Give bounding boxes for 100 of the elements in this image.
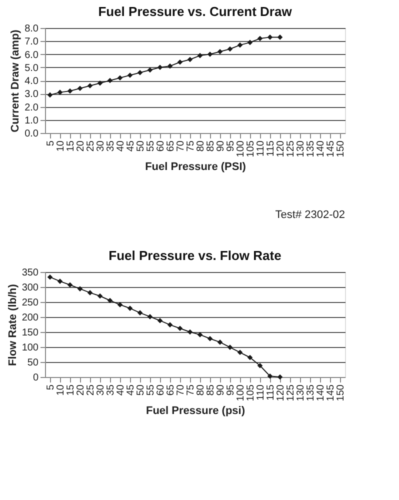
x-tick-label: 60 [156, 384, 166, 396]
x-tick-label: 100 [236, 140, 246, 158]
x-tick-label: 140 [316, 384, 326, 402]
point [227, 46, 233, 52]
x-tick-label: 130 [296, 140, 306, 158]
chart-title: Fuel Pressure vs. Current Draw [98, 4, 293, 19]
x-tick-label: 30 [96, 140, 106, 152]
y-tick-label: 6.0 [24, 50, 39, 61]
x-tick-label: 130 [296, 384, 306, 402]
x-tick-label: 120 [276, 384, 286, 402]
x-tick-label: 80 [196, 140, 206, 152]
point [167, 63, 173, 69]
point [107, 298, 113, 304]
chart-title: Fuel Pressure vs. Flow Rate [108, 248, 282, 263]
x-tick-label: 90 [216, 384, 226, 396]
point [107, 78, 113, 84]
x-tick-label: 110 [256, 384, 266, 400]
point [267, 373, 273, 379]
point [247, 354, 253, 360]
x-tick-label: 55 [146, 140, 156, 152]
x-tick-label: 95 [226, 384, 236, 396]
x-tick-label: 15 [66, 384, 76, 396]
point [97, 80, 103, 86]
x-tick-label: 80 [196, 384, 206, 396]
x-tick-label: 105 [246, 140, 256, 158]
x-tick-label: 115 [266, 384, 276, 400]
y-tick-label: 100 [22, 342, 39, 354]
y-tick-label: 250 [22, 298, 39, 308]
y-tick-label: 0.0 [24, 128, 39, 140]
x-tick-label: 75 [186, 384, 196, 396]
x-tick-label: 45 [126, 140, 136, 152]
x-tick-label: 75 [186, 140, 196, 152]
x-tick-label: 50 [136, 384, 146, 396]
y-tick-label: 3.0 [24, 89, 39, 100]
x-tick-label: 100 [236, 384, 246, 402]
point [67, 282, 73, 288]
x-tick-label: 30 [96, 384, 106, 396]
x-tick-label: 95 [226, 140, 236, 152]
point [67, 88, 73, 94]
x-tick-label: 40 [116, 140, 126, 152]
x-tick-label: 20 [76, 384, 86, 396]
point [47, 92, 53, 98]
point [157, 318, 163, 324]
y-axis-title: Flow Rate (lb/h) [6, 284, 19, 366]
point [237, 42, 243, 48]
point [117, 75, 123, 81]
x-tick-label: 120 [276, 140, 286, 158]
point [257, 36, 263, 42]
x-tick-label: 125 [286, 384, 296, 402]
point [187, 56, 193, 62]
y-tick-label: 200 [22, 312, 39, 324]
x-tick-label: 90 [216, 140, 226, 152]
x-tick-label: 35 [106, 140, 116, 152]
point [217, 48, 223, 54]
point [177, 326, 183, 332]
x-tick-label: 150 [336, 384, 346, 402]
x-tick-label: 45 [126, 384, 136, 396]
x-tick-label: 150 [336, 140, 346, 158]
point [47, 274, 53, 280]
point [247, 40, 253, 46]
point [187, 329, 193, 335]
y-tick-label: 5.0 [24, 62, 39, 74]
x-tick-label: 145 [326, 140, 336, 158]
x-tick-label: 25 [86, 384, 96, 396]
y-tick-label: 7.0 [24, 36, 39, 48]
y-axis-title: Current Draw (amp) [10, 29, 22, 132]
point [237, 350, 243, 356]
x-tick-label: 135 [306, 384, 316, 402]
point [137, 70, 143, 76]
x-tick-label: 70 [176, 140, 186, 152]
x-tick-label: 125 [286, 140, 296, 158]
point [147, 67, 153, 73]
x-tick-label: 85 [206, 384, 216, 396]
point [197, 52, 203, 58]
point [157, 64, 163, 70]
x-tick-label: 135 [306, 140, 316, 158]
point [277, 374, 283, 380]
y-tick-label: 1.0 [24, 115, 39, 126]
point [77, 86, 83, 92]
x-tick-label: 105 [246, 384, 256, 402]
x-tick-label: 55 [146, 384, 156, 396]
x-tick-label: 5 [46, 384, 56, 390]
y-tick-label: 2.0 [24, 102, 39, 114]
y-tick-label: 300 [22, 282, 39, 294]
x-tick-label: 5 [46, 140, 56, 146]
y-tick-label: 0 [32, 372, 39, 384]
point [207, 336, 213, 342]
x-axis-title: Fuel Pressure (psi) [146, 405, 246, 418]
point [97, 293, 103, 299]
point [177, 59, 183, 65]
x-tick-label: 15 [66, 140, 76, 152]
y-tick-label: 350 [22, 268, 39, 278]
x-tick-label: 65 [166, 140, 176, 152]
text: Test# 2302-02 [275, 209, 345, 221]
x-tick-label: 10 [56, 384, 66, 396]
y-tick-label: 8.0 [24, 24, 39, 34]
x-tick-label: 85 [206, 140, 216, 152]
x-tick-label: 50 [136, 140, 146, 152]
x-tick-label: 65 [166, 384, 176, 396]
x-tick-label: 145 [326, 384, 336, 402]
